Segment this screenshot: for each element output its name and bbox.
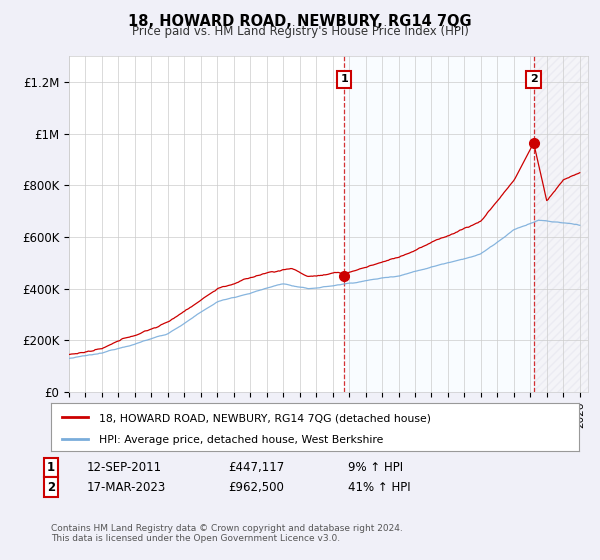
Text: 2: 2 — [47, 480, 55, 494]
Text: HPI: Average price, detached house, West Berkshire: HPI: Average price, detached house, West… — [98, 435, 383, 445]
Text: 17-MAR-2023: 17-MAR-2023 — [87, 480, 166, 494]
Bar — [344, 56, 533, 392]
Text: 18, HOWARD ROAD, NEWBURY, RG14 7QG (detached house): 18, HOWARD ROAD, NEWBURY, RG14 7QG (deta… — [98, 413, 431, 423]
Text: 12-SEP-2011: 12-SEP-2011 — [87, 461, 162, 474]
Text: 2: 2 — [530, 74, 538, 84]
Text: 1: 1 — [340, 74, 348, 84]
Text: 41% ↑ HPI: 41% ↑ HPI — [348, 480, 410, 494]
Text: £447,117: £447,117 — [228, 461, 284, 474]
Text: 18, HOWARD ROAD, NEWBURY, RG14 7QG: 18, HOWARD ROAD, NEWBURY, RG14 7QG — [128, 14, 472, 29]
Text: Contains HM Land Registry data © Crown copyright and database right 2024.
This d: Contains HM Land Registry data © Crown c… — [51, 524, 403, 543]
Text: 9% ↑ HPI: 9% ↑ HPI — [348, 461, 403, 474]
Text: Price paid vs. HM Land Registry's House Price Index (HPI): Price paid vs. HM Land Registry's House … — [131, 25, 469, 38]
Text: £962,500: £962,500 — [228, 480, 284, 494]
Bar — [533, 56, 588, 392]
Text: 1: 1 — [47, 461, 55, 474]
